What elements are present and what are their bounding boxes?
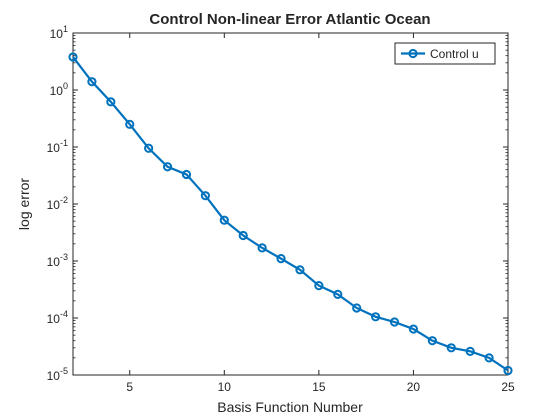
legend-label: Control u	[430, 47, 479, 61]
y-tick-label: 100	[50, 81, 68, 98]
y-tick-label: 10-1	[47, 138, 68, 155]
data-point	[295, 265, 305, 275]
data-point	[503, 365, 513, 376]
data-point	[68, 52, 78, 62]
x-tick-label: 25	[501, 380, 515, 394]
x-tick-label: 15	[312, 380, 326, 394]
data-point	[238, 230, 248, 241]
data-point	[484, 353, 494, 363]
axes-box	[72, 32, 509, 376]
data-point	[125, 119, 135, 129]
data-point	[276, 254, 286, 264]
y-tick-label: 10-2	[47, 195, 68, 212]
chart-title: Control Non-linear Error Atlantic Ocean	[149, 11, 430, 28]
data-point	[427, 336, 437, 346]
data-point	[352, 303, 362, 313]
y-tick-label: 10-3	[47, 252, 68, 269]
legend-box	[394, 42, 496, 65]
data-point	[87, 77, 97, 87]
legend-marker	[408, 48, 418, 59]
y-tick-label: 101	[50, 24, 68, 41]
x-axis-label: Basis Function Number	[217, 399, 363, 415]
x-tick-label: 20	[407, 380, 421, 394]
data-point	[389, 317, 400, 327]
data-point	[257, 243, 267, 253]
data-point	[408, 324, 419, 334]
data-point	[144, 143, 154, 153]
y-tick-label: 10-4	[47, 309, 68, 326]
data-point	[200, 191, 210, 201]
x-tick-label: 10	[218, 380, 232, 394]
data-point	[446, 343, 456, 353]
data-point	[371, 312, 381, 322]
data-point	[181, 169, 192, 180]
y-tick-label: 10-5	[47, 366, 68, 383]
data-point	[162, 162, 173, 172]
data-point	[333, 289, 343, 299]
data-point	[106, 97, 116, 107]
y-axis-label: log error	[16, 178, 32, 230]
x-tick-label: 5	[126, 380, 133, 394]
series-line	[72, 56, 509, 372]
data-point	[219, 215, 229, 225]
data-point	[314, 281, 324, 291]
data-point	[465, 346, 475, 356]
